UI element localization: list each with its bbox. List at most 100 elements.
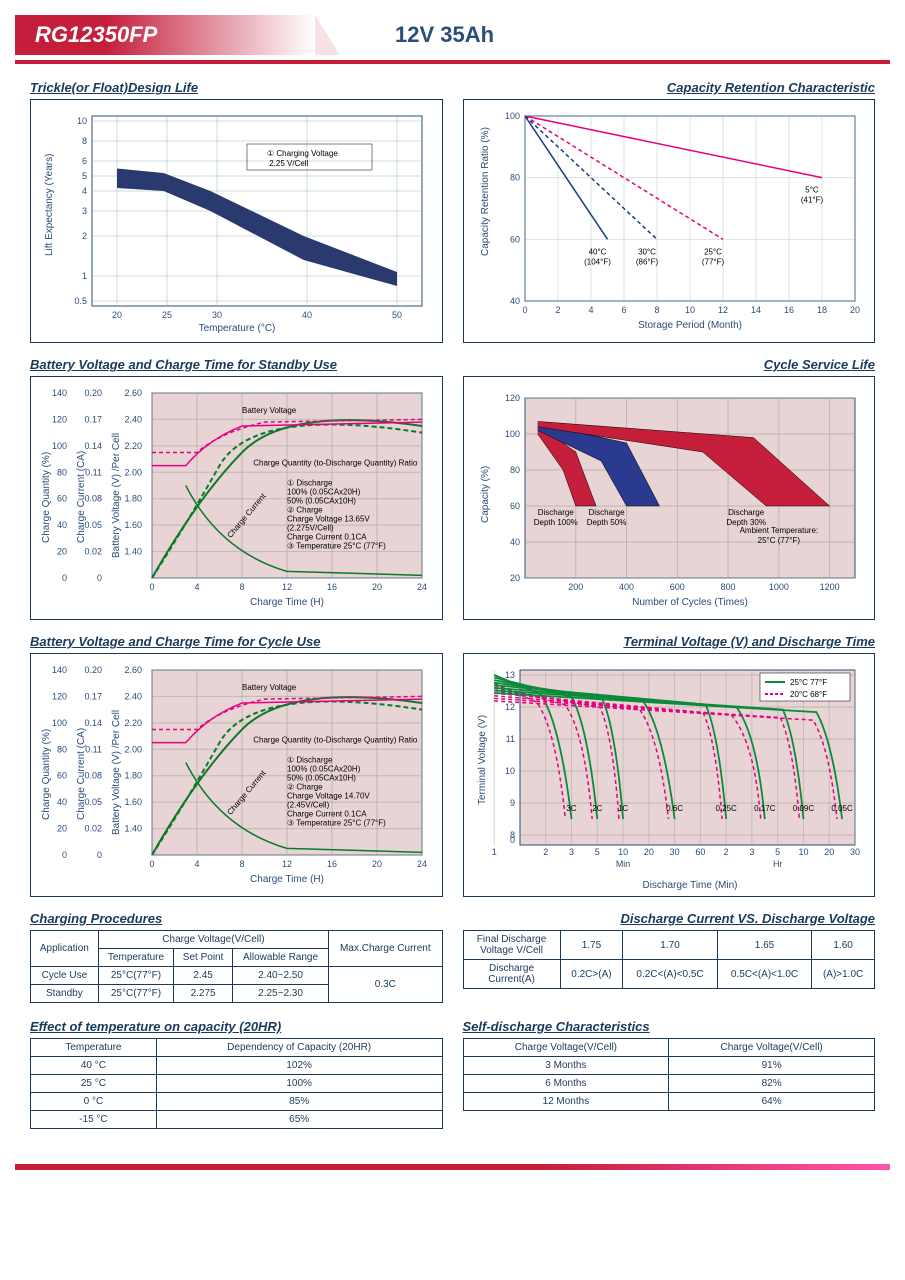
- svg-text:0.17: 0.17: [84, 414, 102, 424]
- svg-text:3: 3: [749, 847, 754, 857]
- svg-text:③ Temperature 25°C (77°F): ③ Temperature 25°C (77°F): [287, 819, 386, 828]
- svg-text:① Discharge: ① Discharge: [287, 756, 333, 765]
- svg-text:2.40: 2.40: [124, 414, 142, 424]
- header-underline: [15, 60, 890, 64]
- chart-title-discharge: Terminal Voltage (V) and Discharge Time: [463, 634, 876, 649]
- footer-line: [15, 1164, 890, 1170]
- th-sp: Set Point: [174, 949, 233, 967]
- cell: 25°C(77°F): [98, 967, 174, 985]
- svg-text:DischargeDepth 50%: DischargeDepth 50%: [586, 508, 626, 527]
- svg-text:13: 13: [504, 670, 514, 680]
- svg-text:6: 6: [82, 156, 87, 166]
- svg-text:1.80: 1.80: [124, 494, 142, 504]
- svg-text:80: 80: [509, 465, 519, 475]
- svg-text:100: 100: [52, 441, 67, 451]
- svg-text:140: 140: [52, 388, 67, 398]
- cell: 3 Months: [463, 1057, 669, 1075]
- svg-text:Number of Cycles (Times): Number of Cycles (Times): [632, 597, 748, 608]
- svg-text:60: 60: [509, 234, 519, 244]
- cell: 0.2C>(A): [560, 960, 623, 989]
- svg-text:0.20: 0.20: [84, 388, 102, 398]
- cell: 1.75: [560, 931, 623, 960]
- svg-text:Charge Quantity (to-Discharge: Charge Quantity (to-Discharge Quantity) …: [253, 459, 418, 468]
- svg-text:2.60: 2.60: [124, 388, 142, 398]
- svg-text:(2.275V/Cell): (2.275V/Cell): [287, 524, 334, 533]
- svg-text:Charge Voltage 13.65V: Charge Voltage 13.65V: [287, 515, 370, 524]
- svg-text:14: 14: [750, 305, 760, 315]
- cell: 6 Months: [463, 1075, 669, 1093]
- svg-text:Charge Time (H): Charge Time (H): [250, 597, 324, 608]
- svg-text:Charge Current (CA): Charge Current (CA): [76, 728, 87, 820]
- table-charging: Application Charge Voltage(V/Cell) Max.C…: [30, 930, 443, 1003]
- svg-text:10: 10: [798, 847, 808, 857]
- svg-text:120: 120: [52, 691, 67, 701]
- chart-retention: 024681012141618204060801005°C(41°F)25°C(…: [463, 99, 876, 343]
- header: RG12350FP 12V 35Ah: [15, 15, 890, 55]
- cell: (A)>1.0C: [812, 960, 875, 989]
- svg-text:2.40: 2.40: [124, 691, 142, 701]
- svg-text:1: 1: [491, 847, 496, 857]
- chart-trickle: 0.51234568102025304050① Charging Voltage…: [30, 99, 443, 343]
- svg-text:Discharge Time (Min): Discharge Time (Min): [642, 880, 737, 890]
- svg-text:0.05: 0.05: [84, 797, 102, 807]
- svg-text:50% (0.05CAx10H): 50% (0.05CAx10H): [287, 774, 356, 783]
- svg-text:4: 4: [194, 582, 199, 592]
- cell: 64%: [669, 1093, 875, 1111]
- svg-text:0.20: 0.20: [84, 665, 102, 675]
- table-title-tempcap: Effect of temperature on capacity (20HR): [30, 1019, 443, 1034]
- svg-text:Charge Time (H): Charge Time (H): [250, 874, 324, 885]
- svg-text:200: 200: [568, 582, 583, 592]
- svg-text:60: 60: [57, 771, 67, 781]
- svg-text:5: 5: [82, 171, 87, 181]
- svg-text:120: 120: [504, 393, 519, 403]
- row-label: Final Discharge Voltage V/Cell: [463, 931, 560, 960]
- cell: 2.25~2.30: [232, 985, 328, 1003]
- cell: 0.2C<(A)<0.5C: [623, 960, 717, 989]
- svg-text:2: 2: [555, 305, 560, 315]
- svg-text:10: 10: [77, 116, 87, 126]
- svg-text:Hr: Hr: [772, 859, 782, 869]
- chart-title-trickle: Trickle(or Float)Design Life: [30, 80, 443, 95]
- svg-text:0: 0: [62, 850, 67, 860]
- svg-text:12: 12: [504, 702, 514, 712]
- table-title-dcdv: Discharge Current VS. Discharge Voltage: [463, 911, 876, 926]
- svg-text:10: 10: [684, 305, 694, 315]
- cell: 2.40~2.50: [232, 967, 328, 985]
- svg-text:0.11: 0.11: [85, 467, 102, 477]
- svg-text:0: 0: [97, 850, 102, 860]
- svg-text:1.40: 1.40: [124, 547, 142, 557]
- svg-text:3: 3: [82, 206, 87, 216]
- svg-text:2: 2: [82, 231, 87, 241]
- cell: 2.45: [174, 967, 233, 985]
- svg-text:1.40: 1.40: [124, 824, 142, 834]
- svg-text:2.20: 2.20: [124, 718, 142, 728]
- svg-text:20: 20: [57, 824, 67, 834]
- svg-text:12: 12: [282, 582, 292, 592]
- svg-text:0.14: 0.14: [84, 718, 102, 728]
- th: Dependency of Capacity (20HR): [156, 1039, 442, 1057]
- cell: -15 °C: [31, 1111, 157, 1129]
- chart-title-standby: Battery Voltage and Charge Time for Stan…: [30, 357, 443, 372]
- svg-text:80: 80: [57, 467, 67, 477]
- svg-text:DischargeDepth 30%: DischargeDepth 30%: [726, 508, 766, 527]
- th-max: Max.Charge Current: [329, 931, 442, 967]
- svg-text:16: 16: [327, 582, 337, 592]
- svg-text:20: 20: [509, 573, 519, 583]
- cell: 65%: [156, 1111, 442, 1129]
- chart-title-cyclecharge: Battery Voltage and Charge Time for Cycl…: [30, 634, 443, 649]
- svg-text:① Discharge: ① Discharge: [287, 479, 333, 488]
- svg-text:2.00: 2.00: [124, 467, 142, 477]
- svg-text:② Charge: ② Charge: [287, 506, 323, 515]
- svg-text:0.5: 0.5: [74, 296, 87, 306]
- svg-text:DischargeDepth 100%: DischargeDepth 100%: [533, 508, 577, 527]
- svg-text:20: 20: [112, 310, 122, 320]
- svg-text:Battery Voltage: Battery Voltage: [242, 683, 297, 692]
- chart-cyclecharge: 0481216202400200.021.40400.051.60600.081…: [30, 653, 443, 897]
- svg-text:8: 8: [654, 305, 659, 315]
- svg-text:Charge Current 0.1CA: Charge Current 0.1CA: [287, 533, 367, 542]
- cell: 1.65: [717, 931, 811, 960]
- svg-text:0.17C: 0.17C: [754, 804, 776, 813]
- svg-text:③ Temperature 25°C (77°F): ③ Temperature 25°C (77°F): [287, 542, 386, 551]
- svg-text:1C: 1C: [617, 804, 627, 813]
- svg-text:11: 11: [505, 734, 514, 744]
